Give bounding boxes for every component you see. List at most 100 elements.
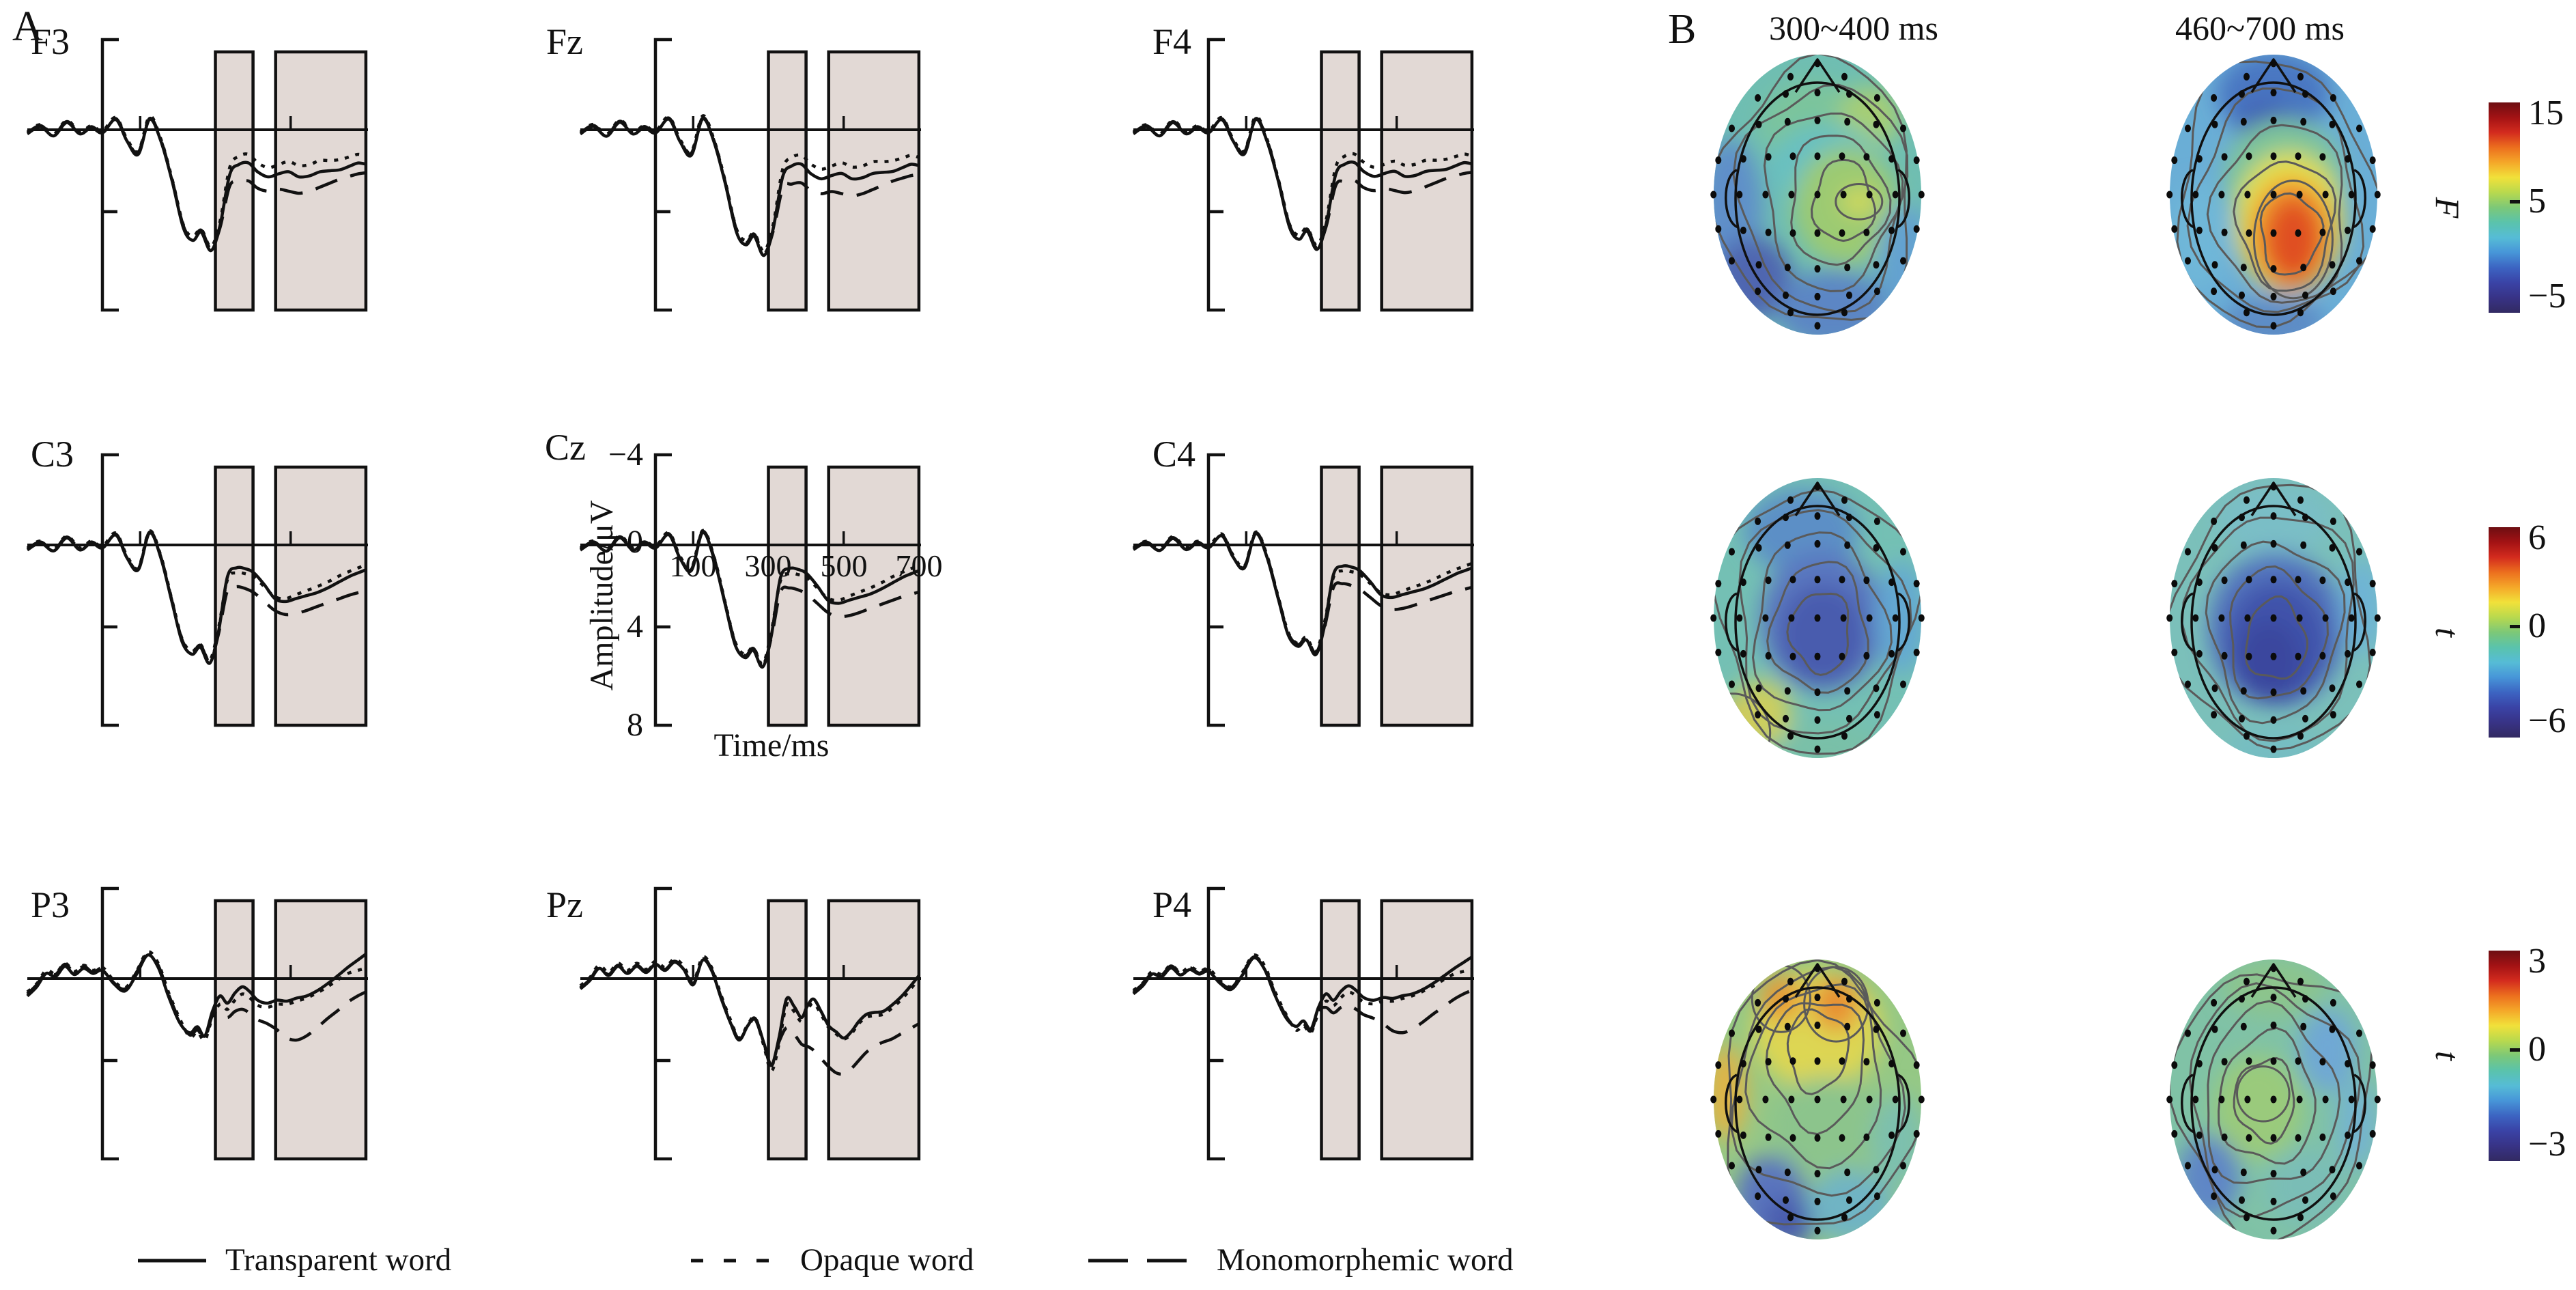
ear-left-icon	[2181, 592, 2195, 652]
colorbar-F: 15 5 −5 F	[2429, 96, 2566, 314]
waveform-transparent	[579, 958, 920, 1067]
cz-xtick-300: 300	[744, 548, 792, 583]
erp-plot-C3	[26, 453, 368, 727]
electrode-dots	[2166, 483, 2381, 753]
channel-label-P4: P4	[1152, 884, 1192, 925]
channel-label-Fz: Fz	[546, 21, 583, 62]
electrode-dots	[1710, 964, 1925, 1235]
colorbar-unit-t: t	[2429, 628, 2467, 637]
head-outline	[2190, 505, 2357, 740]
waveform-transparent	[1132, 117, 1473, 251]
ear-left-icon	[2181, 1074, 2195, 1134]
waveform-transparent	[26, 117, 367, 253]
head-outline	[2190, 986, 2357, 1221]
topomap-F-460-700	[2166, 55, 2381, 335]
channel-label-F3: F3	[31, 21, 70, 62]
channel-label-C3: C3	[31, 434, 74, 475]
erp-plot-F3	[26, 38, 368, 312]
waveform-opaque	[1132, 115, 1473, 247]
legend-sample-dashed	[1088, 1259, 1189, 1263]
ear-right-icon	[2352, 592, 2366, 652]
topomap-t2-300-400	[1710, 959, 1925, 1239]
colorbar-gradient-t1	[2489, 527, 2520, 738]
analysis-window	[827, 899, 921, 1161]
erp-plot-C4	[1132, 453, 1474, 727]
analysis-window	[767, 899, 808, 1161]
colorbar-tick-max: 15	[2528, 94, 2564, 132]
y-axis-bracket	[1206, 886, 1225, 1161]
channel-label-F4: F4	[1152, 21, 1192, 62]
analysis-window	[274, 899, 368, 1161]
analysis-window	[214, 465, 255, 727]
analysis-window	[767, 465, 808, 727]
waveform-transparent	[26, 531, 367, 665]
scalp-field	[1714, 55, 1921, 335]
cz-xtick-100: 100	[669, 548, 717, 583]
electrode-dots	[2166, 964, 2381, 1235]
erp-plot-P3	[26, 886, 368, 1161]
contour-lines	[1714, 489, 1921, 758]
y-axis-bracket	[1206, 453, 1225, 727]
colorbar-t2: 3 0 −3 t	[2429, 944, 2566, 1162]
waveform-transparent	[1132, 532, 1473, 656]
colorbar-tick-max: 6	[2528, 518, 2546, 557]
legend-sample-dotted	[691, 1259, 782, 1263]
waveform-opaque	[26, 950, 367, 1042]
legend-sample-solid	[138, 1259, 206, 1263]
head-outline	[2190, 81, 2357, 316]
analysis-window	[1380, 899, 1474, 1161]
topo-window-header-1: 300~400 ms	[1769, 9, 1938, 47]
ear-right-icon	[1896, 1074, 1910, 1134]
analysis-window	[1380, 50, 1474, 312]
waveform-transparent	[26, 953, 367, 1038]
waveform-opaque	[26, 115, 367, 249]
cz-ytick-0: 0	[627, 524, 643, 560]
ear-left-icon	[1725, 592, 1739, 652]
waveform-transparent	[579, 531, 920, 669]
y-axis-bracket	[653, 38, 672, 312]
analysis-window	[767, 50, 808, 312]
topomap-t-460-700	[2166, 478, 2381, 758]
y-axis-title: Amplitude/μV	[584, 500, 620, 691]
waveform-opaque	[1132, 953, 1473, 1035]
channel-label-Cz: Cz	[545, 427, 586, 468]
erp-plot-Pz	[579, 886, 921, 1161]
cz-xtick-700: 700	[895, 548, 943, 583]
y-axis-bracket	[100, 886, 119, 1161]
channel-label-Pz: Pz	[546, 884, 583, 925]
cz-xtick-500: 500	[820, 548, 868, 583]
ear-right-icon	[1896, 169, 1910, 229]
colorbar-tick-mid: 0	[2528, 606, 2546, 645]
ear-left-icon	[1725, 1074, 1739, 1134]
colorbar-t1: 6 0 −6 t	[2429, 520, 2566, 739]
analysis-window	[214, 899, 255, 1161]
colorbar-unit-F: F	[2429, 197, 2467, 219]
colorbar-gradient-t2	[2489, 951, 2520, 1161]
channel-label-P3: P3	[31, 884, 70, 925]
nose	[2250, 58, 2297, 93]
erp-plot-Cz	[579, 453, 921, 727]
ear-right-icon	[2352, 169, 2366, 229]
x-axis-title: Time/ms	[713, 727, 830, 763]
topo-window-header-2: 460~700 ms	[2175, 9, 2345, 47]
channel-label-C4: C4	[1152, 434, 1196, 475]
head-outline	[1734, 81, 1901, 316]
colorbar-tick-max: 3	[2528, 942, 2546, 981]
nose	[2250, 481, 2297, 516]
analysis-window	[1320, 899, 1361, 1161]
nose	[1794, 481, 1841, 516]
analysis-window	[827, 465, 921, 727]
electrode-dots	[2166, 59, 2381, 330]
cz-ytick-4: 4	[627, 608, 643, 645]
colorbar-tick-min: −3	[2528, 1125, 2566, 1164]
erp-plot-P4	[1132, 886, 1474, 1161]
y-axis-bracket	[100, 38, 119, 312]
colorbar-gradient-F	[2489, 102, 2520, 313]
scalp-field	[2170, 55, 2377, 335]
colorbar-mid-tick	[2510, 625, 2520, 628]
analysis-window	[1320, 465, 1361, 727]
legend-label-monomorphemic: Monomorphemic word	[1217, 1242, 1514, 1278]
colorbar-unit-t: t	[2429, 1051, 2467, 1061]
ear-right-icon	[2352, 1074, 2366, 1134]
